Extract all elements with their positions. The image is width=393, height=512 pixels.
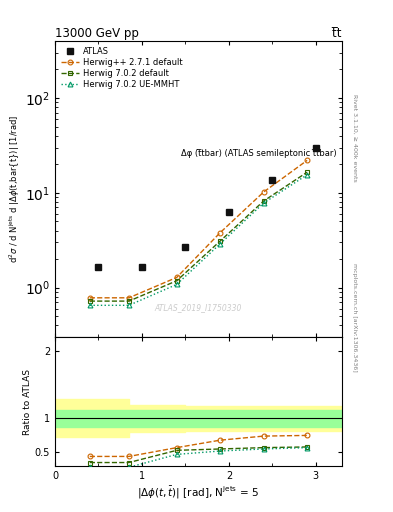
Herwig++ 2.7.1 default <box>87 295 92 301</box>
ATLAS <box>183 244 188 250</box>
Herwig 7.0.2 UE-MMHT <box>127 302 131 308</box>
Line: Herwig 7.0.2 UE-MMHT: Herwig 7.0.2 UE-MMHT <box>87 173 310 308</box>
Line: Herwig++ 2.7.1 default: Herwig++ 2.7.1 default <box>87 158 310 300</box>
X-axis label: $|\Delta\phi(t,\bar{t})|$ [rad], N$^{\rm jets}$ = 5: $|\Delta\phi(t,\bar{t})|$ [rad], N$^{\rm… <box>138 485 259 501</box>
ATLAS <box>140 264 144 270</box>
Herwig 7.0.2 default <box>305 169 310 175</box>
Text: 13000 GeV pp: 13000 GeV pp <box>55 27 139 40</box>
Herwig 7.0.2 default <box>127 298 131 304</box>
Line: ATLAS: ATLAS <box>95 144 319 270</box>
Y-axis label: Ratio to ATLAS: Ratio to ATLAS <box>23 369 32 435</box>
ATLAS <box>314 144 318 151</box>
Text: Δφ (t̅tbar) (ATLAS semileptonic t̅tbar): Δφ (t̅tbar) (ATLAS semileptonic t̅tbar) <box>180 149 336 158</box>
Y-axis label: d$^2\sigma$ / d N$^{\rm jets}$ d |$\Delta\phi$(t,bar{t})| [1/rad]: d$^2\sigma$ / d N$^{\rm jets}$ d |$\Delt… <box>8 115 22 263</box>
Herwig++ 2.7.1 default <box>127 295 131 301</box>
Herwig 7.0.2 default <box>261 198 266 204</box>
ATLAS <box>270 177 275 183</box>
Text: ATLAS_2019_I1750330: ATLAS_2019_I1750330 <box>155 303 242 312</box>
Herwig++ 2.7.1 default <box>261 189 266 195</box>
Herwig++ 2.7.1 default <box>305 157 310 163</box>
Herwig 7.0.2 UE-MMHT <box>87 302 92 308</box>
Legend: ATLAS, Herwig++ 2.7.1 default, Herwig 7.0.2 default, Herwig 7.0.2 UE-MMHT: ATLAS, Herwig++ 2.7.1 default, Herwig 7.… <box>59 45 184 91</box>
Herwig 7.0.2 UE-MMHT <box>174 282 179 288</box>
Herwig 7.0.2 default <box>218 238 222 244</box>
Text: mcplots.cern.ch [arXiv:1306.3436]: mcplots.cern.ch [arXiv:1306.3436] <box>352 263 357 372</box>
Text: t̅t: t̅t <box>332 27 342 40</box>
Text: Rivet 3.1.10, ≥ 400k events: Rivet 3.1.10, ≥ 400k events <box>352 94 357 182</box>
Herwig 7.0.2 default <box>174 278 179 284</box>
Herwig 7.0.2 UE-MMHT <box>305 172 310 178</box>
Line: Herwig 7.0.2 default: Herwig 7.0.2 default <box>87 170 310 304</box>
Herwig++ 2.7.1 default <box>174 274 179 281</box>
Herwig++ 2.7.1 default <box>218 229 222 236</box>
ATLAS <box>96 264 101 270</box>
ATLAS <box>226 209 231 215</box>
Herwig 7.0.2 UE-MMHT <box>218 241 222 247</box>
Herwig 7.0.2 UE-MMHT <box>261 200 266 206</box>
Herwig 7.0.2 default <box>87 298 92 304</box>
